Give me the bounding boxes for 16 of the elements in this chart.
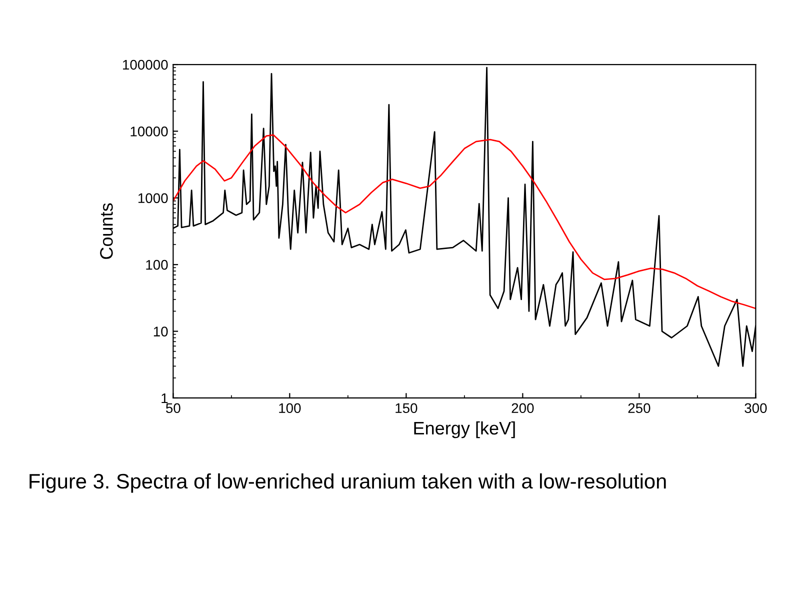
x-tick-label: 200 <box>512 403 534 414</box>
y-tick-label: 1000 <box>138 193 168 204</box>
line-series <box>173 134 756 310</box>
y-tick-label: 10 <box>154 326 168 336</box>
x-tick-label: 50 <box>166 403 180 414</box>
y-tick-label: 100000 <box>123 60 168 70</box>
y-axis-title: Counts <box>100 203 113 259</box>
x-tick-label: 100 <box>279 403 301 414</box>
x-axis-title: Energy [keV] <box>414 421 515 438</box>
y-tick-label: 1 <box>162 393 168 404</box>
caption: Figure 3. Spectra of low-enriched uranium taken with a low-resolution <box>30 473 666 493</box>
x-tick-label: 250 <box>628 403 650 414</box>
x-tick-label: 300 <box>744 403 767 414</box>
y-tick-label: 10000 <box>130 126 168 136</box>
y-tick-label: 100 <box>146 260 168 270</box>
x-tick-label: 150 <box>396 403 418 414</box>
